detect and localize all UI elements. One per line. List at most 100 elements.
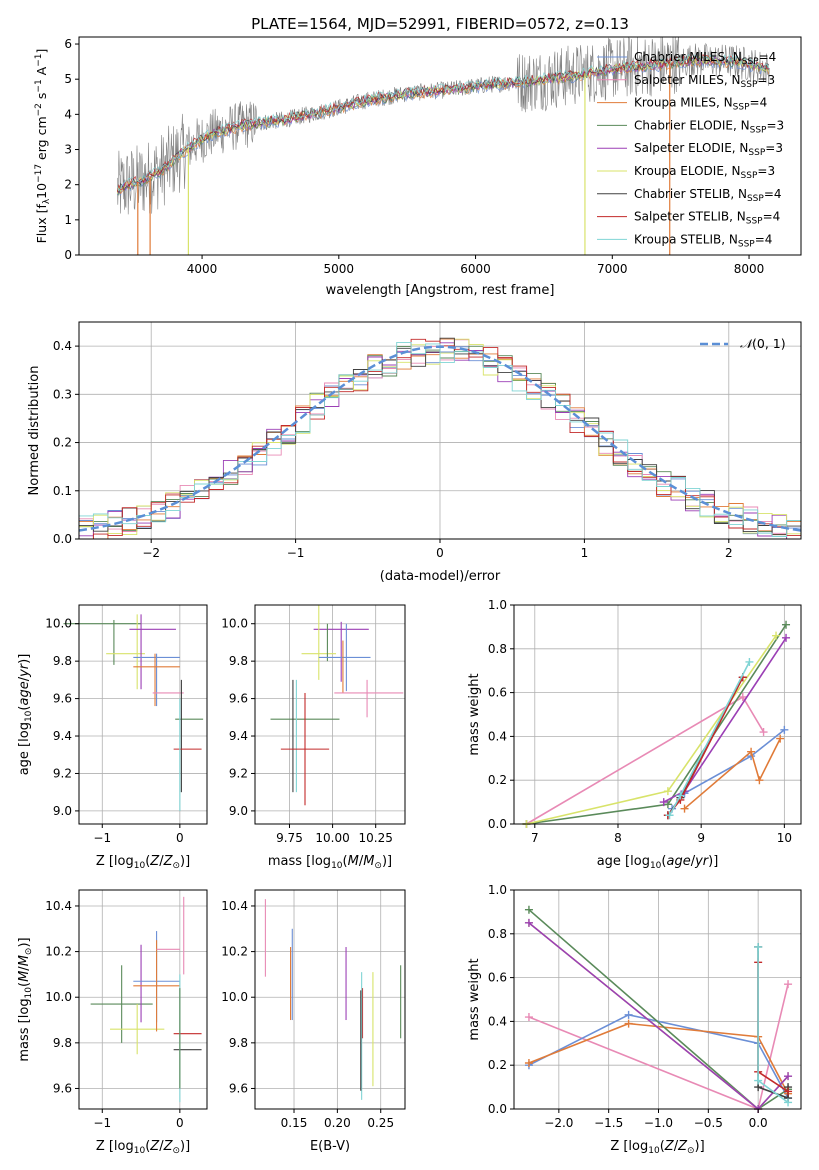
mass-weight-marker bbox=[663, 787, 672, 796]
x-tick-label: 0 bbox=[436, 546, 444, 560]
mass-weight-line bbox=[526, 635, 777, 825]
y-tick-label: 2 bbox=[64, 178, 72, 192]
y-tick-label: 1 bbox=[64, 213, 72, 227]
x-tick-label: −1 bbox=[287, 546, 305, 560]
mass-weight-line bbox=[671, 729, 785, 810]
y-tick-label: 10.4 bbox=[45, 899, 72, 913]
mass-weight-marker bbox=[665, 811, 674, 820]
mass-weight-marker bbox=[784, 1098, 793, 1107]
y-tick-label: 0.4 bbox=[488, 729, 507, 743]
x-tick-label: 2 bbox=[725, 546, 733, 560]
legend-entry: Kroupa MILES, NSSP=4 bbox=[634, 96, 767, 113]
y-tick-label: 10.0 bbox=[45, 617, 72, 631]
legend-entry: 𝒩(0, 1) bbox=[740, 336, 786, 351]
residual-histogram-line bbox=[79, 341, 801, 539]
mass-weight-marker bbox=[663, 800, 672, 809]
mass-weight-marker bbox=[772, 631, 781, 640]
panel-residuals: −2 −1 0 1 2 0.0 0.1 0.2 0.3 0.4 (data-model)/error… bbox=[27, 321, 802, 584]
mass-weight-line bbox=[668, 661, 751, 816]
x-axis-label: mass [log10(M/M⊙)] bbox=[268, 854, 392, 871]
x-tick-label: −2.0 bbox=[544, 1116, 573, 1130]
y-tick-label: 9.4 bbox=[229, 729, 248, 743]
legend-entry: Kroupa ELODIE, NSSP=3 bbox=[634, 164, 775, 181]
x-axis-label: Z [log10(Z/Z⊙)] bbox=[96, 854, 190, 871]
mass-weight-marker bbox=[784, 980, 793, 989]
panel-age_vs_mass: 9.75 10.00 10.25 9.0 9.2 9.4 9.6 9.8 10.0 mass [l… bbox=[221, 604, 406, 871]
x-tick-label: 10.25 bbox=[359, 831, 393, 845]
mass-weight-marker bbox=[759, 728, 768, 737]
y-tick-label: 0.0 bbox=[53, 532, 72, 546]
legend-entry: Chabrier ELODIE, NSSP=3 bbox=[634, 118, 784, 135]
mass-weight-marker bbox=[745, 657, 754, 666]
mass-weight-marker bbox=[676, 791, 685, 800]
y-tick-label: 9.8 bbox=[229, 1036, 248, 1050]
axes-frame bbox=[78, 36, 802, 256]
y-tick-label: 9.0 bbox=[53, 804, 72, 818]
mass-weight-line bbox=[528, 1022, 789, 1095]
x-tick-label: −2 bbox=[142, 546, 160, 560]
spectrum-model-line bbox=[116, 53, 770, 192]
mass-weight-marker bbox=[782, 620, 791, 629]
mass-weight-line bbox=[663, 637, 787, 803]
x-tick-label: 6000 bbox=[460, 262, 491, 276]
mass-weight-marker bbox=[524, 1059, 533, 1068]
mass-weight-marker bbox=[524, 905, 533, 914]
mass-weight-line bbox=[526, 695, 765, 825]
y-tick-label: 10.2 bbox=[221, 945, 248, 959]
x-tick-label: −1 bbox=[93, 831, 111, 845]
y-tick-label: 10.0 bbox=[221, 990, 248, 1004]
y-axis-label: Flux [fλ10−17 erg cm−2 s−1 A−1] bbox=[34, 49, 52, 244]
y-tick-label: 9.4 bbox=[53, 729, 72, 743]
panel-mw_vs_age: 7 8 9 10 0.0 0.2 0.4 0.6 0.8 1.0 age [log10(age/yr… bbox=[467, 598, 802, 871]
y-tick-label: 0.2 bbox=[488, 1058, 507, 1072]
spectrum-model-line bbox=[116, 53, 769, 193]
x-tick-label: 0.0 bbox=[749, 1116, 768, 1130]
x-tick-label: 9.75 bbox=[276, 831, 303, 845]
mass-weight-marker bbox=[754, 1076, 763, 1085]
y-tick-label: 9.8 bbox=[53, 1036, 72, 1050]
y-tick-label: 0.4 bbox=[53, 339, 72, 353]
mass-weight-marker bbox=[754, 942, 763, 951]
legend-entry: Kroupa STELIB, NSSP=4 bbox=[634, 232, 772, 249]
y-tick-label: 9.2 bbox=[229, 766, 248, 780]
panel-mw_vs_Z: −2.0 −1.5 −1.0 −0.5 0.0 0.0 0.2 0.4 0.6 0.8 1.0 Z [… bbox=[467, 883, 802, 1156]
x-tick-label: 8000 bbox=[734, 262, 765, 276]
y-tick-label: 9.2 bbox=[53, 766, 72, 780]
x-tick-label: 0 bbox=[176, 1116, 184, 1130]
mass-weight-marker bbox=[780, 725, 789, 734]
x-tick-label: 5000 bbox=[324, 262, 355, 276]
y-tick-label: 0 bbox=[64, 248, 72, 262]
y-tick-label: 0.8 bbox=[488, 927, 507, 941]
mass-weight-marker bbox=[782, 633, 791, 642]
x-tick-label: 8 bbox=[614, 831, 622, 845]
x-tick-label: 7000 bbox=[597, 262, 628, 276]
y-tick-label: 10.0 bbox=[45, 990, 72, 1004]
x-tick-label: −0.5 bbox=[694, 1116, 723, 1130]
mass-weight-marker bbox=[524, 1013, 533, 1022]
x-tick-label: 1 bbox=[581, 546, 589, 560]
mass-weight-marker bbox=[680, 804, 689, 813]
x-tick-label: 0.20 bbox=[324, 1116, 351, 1130]
figure-title: PLATE=1564, MJD=52991, FIBERID=0572, z=0… bbox=[251, 15, 629, 33]
y-tick-label: 0.0 bbox=[488, 1102, 507, 1116]
y-tick-label: 0.6 bbox=[488, 686, 507, 700]
y-tick-label: 0.2 bbox=[488, 773, 507, 787]
legend-entry: Chabrier STELIB, NSSP=4 bbox=[634, 187, 782, 204]
x-tick-label: −1.0 bbox=[644, 1116, 673, 1130]
mass-weight-marker bbox=[624, 1010, 633, 1019]
x-tick-label: 4000 bbox=[187, 262, 218, 276]
y-tick-label: 0.6 bbox=[488, 971, 507, 985]
y-tick-label: 4 bbox=[64, 107, 72, 121]
mass-weight-marker bbox=[624, 1019, 633, 1028]
y-tick-label: 5 bbox=[64, 72, 72, 86]
x-tick-label: 9 bbox=[697, 831, 705, 845]
y-tick-label: 0.4 bbox=[488, 1014, 507, 1028]
y-tick-label: 9.8 bbox=[53, 654, 72, 668]
y-tick-label: 0.1 bbox=[53, 484, 72, 498]
x-tick-label: −1.5 bbox=[594, 1116, 623, 1130]
y-tick-label: 0.8 bbox=[488, 642, 507, 656]
mass-weight-marker bbox=[784, 1087, 793, 1096]
mass-weight-marker bbox=[524, 918, 533, 927]
y-tick-label: 1.0 bbox=[488, 598, 507, 612]
